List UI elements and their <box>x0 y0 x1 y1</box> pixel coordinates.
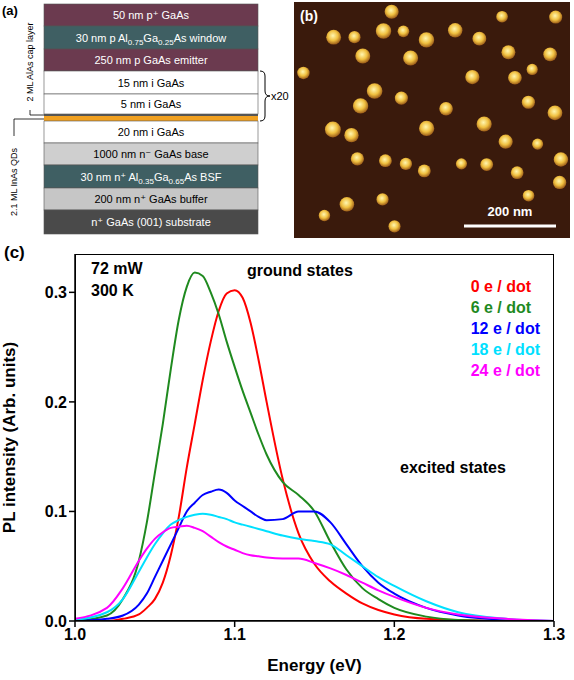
html-text:24 e / dot: 24 e / dot <box>470 362 540 379</box>
svg-text:0.1: 0.1 <box>45 503 67 520</box>
html-text:300 K: 300 K <box>91 282 134 299</box>
svg-text:0.0: 0.0 <box>45 613 67 630</box>
html-text:0 e / dot: 0 e / dot <box>470 278 532 295</box>
svg-text:2 ML AlAs cap layer: 2 ML AlAs cap layer <box>25 22 35 101</box>
svg-text:(a): (a) <box>2 3 18 18</box>
html-text:excited states: excited states <box>400 459 506 476</box>
svg-text:1.3: 1.3 <box>543 626 565 643</box>
svg-text:1.2: 1.2 <box>383 626 405 643</box>
html-text:18 e / dot: 18 e / dot <box>470 341 540 358</box>
svg-text:250 nm p GaAs emitter: 250 nm p GaAs emitter <box>94 54 207 66</box>
svg-text:50 nm p⁺ GaAs: 50 nm p⁺ GaAs <box>113 9 190 21</box>
svg-text:1.0: 1.0 <box>64 626 86 643</box>
svg-text:200 nm n⁺ GaAs buffer: 200 nm n⁺ GaAs buffer <box>94 193 208 205</box>
svg-text:1.1: 1.1 <box>224 626 246 643</box>
svg-text:n⁺ GaAs (001) substrate: n⁺ GaAs (001) substrate <box>91 216 211 228</box>
svg-text:0.3: 0.3 <box>45 284 67 301</box>
svg-text:0.2: 0.2 <box>45 394 67 411</box>
svg-text:(b): (b) <box>300 8 318 24</box>
svg-text:Energy (eV): Energy (eV) <box>267 656 361 675</box>
html-text:ground states: ground states <box>247 262 353 279</box>
svg-text:x20: x20 <box>271 90 289 102</box>
svg-text:200 nm: 200 nm <box>488 204 533 219</box>
html-text:6 e / dot: 6 e / dot <box>470 299 532 316</box>
svg-text:15 nm i GaAs: 15 nm i GaAs <box>118 77 185 89</box>
html-text:(c): (c) <box>4 243 25 262</box>
svg-text:5 nm i GaAs: 5 nm i GaAs <box>121 98 182 110</box>
svg-text:20 nm i GaAs: 20 nm i GaAs <box>118 126 185 138</box>
svg-text:PL intensity (Arb. units): PL intensity (Arb. units) <box>0 342 19 533</box>
svg-text:30 nm p Al0.75Ga0.25As window: 30 nm p Al0.75Ga0.25As window <box>76 32 226 47</box>
html-text:12 e / dot: 12 e / dot <box>470 320 540 337</box>
svg-text:30 nm n⁺ Al0.35Ga0.65As BSF: 30 nm n⁺ Al0.35Ga0.65As BSF <box>81 171 222 186</box>
svg-text:2.1 ML InAs QDs: 2.1 ML InAs QDs <box>9 147 19 216</box>
html-text:72 mW: 72 mW <box>91 260 143 277</box>
svg-text:1000 nm n⁻ GaAs base: 1000 nm n⁻ GaAs base <box>93 148 208 160</box>
